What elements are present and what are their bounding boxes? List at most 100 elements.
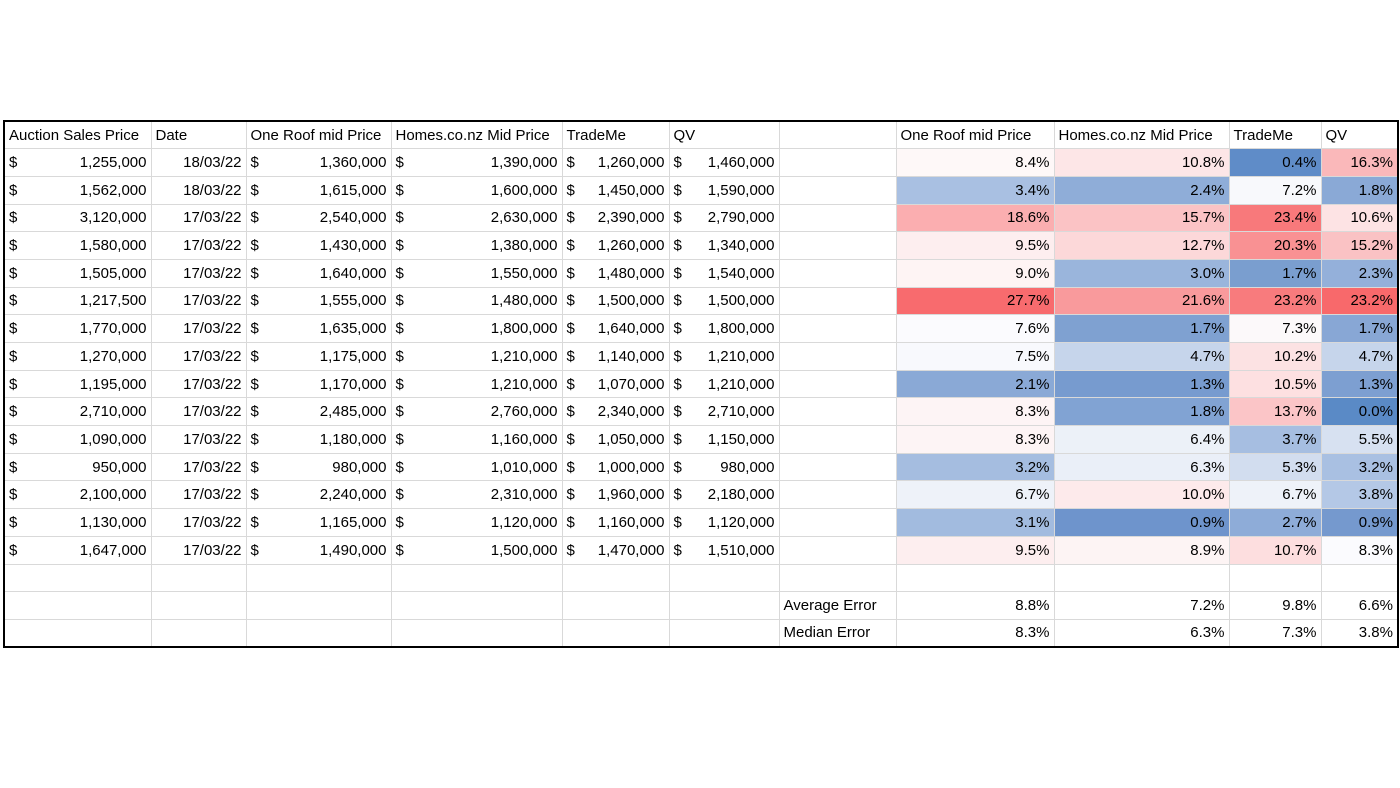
date-cell: 17/03/22 — [150, 231, 247, 260]
error-cell: 6.7% — [1228, 480, 1322, 510]
error-cell: 20.3% — [1228, 231, 1322, 260]
currency-sign: $ — [9, 430, 18, 448]
price: $1,210,000 — [674, 348, 775, 365]
price: $1,360,000 — [251, 154, 387, 171]
summary-label: Median Error — [778, 618, 897, 648]
amount: 1,120,000 — [490, 513, 558, 531]
currency-sign: $ — [250, 237, 259, 255]
price: $1,800,000 — [396, 320, 558, 337]
amount: 2,240,000 — [319, 486, 387, 504]
row: $2,100,000 17/03/22 $2,240,000 $2,310,000 $1… — [3, 480, 1399, 510]
currency-sign: $ — [395, 181, 404, 199]
error-cell: 1.7% — [1053, 314, 1230, 343]
currency-sign: $ — [566, 430, 575, 448]
row — [3, 563, 1399, 593]
summary-value: 8.8% — [895, 591, 1055, 620]
amount: 1,050,000 — [597, 430, 665, 448]
date-cell: 18/03/22 — [150, 175, 247, 205]
currency-sign: $ — [673, 154, 682, 172]
amount: 3,120,000 — [79, 209, 147, 227]
currency-sign: $ — [250, 486, 259, 504]
empty-cell — [3, 618, 152, 648]
price: $1,160,000 — [567, 514, 665, 531]
price-cell: $1,480,000 — [390, 286, 563, 316]
currency-sign: $ — [9, 320, 18, 338]
price: $2,790,000 — [674, 209, 775, 226]
price: $2,240,000 — [251, 486, 387, 503]
amount: 1,210,000 — [707, 375, 775, 393]
amount: 1,010,000 — [490, 458, 558, 476]
summary-value: 8.3% — [895, 618, 1055, 648]
error-cell: 10.5% — [1228, 369, 1322, 399]
currency-sign: $ — [250, 209, 259, 227]
price: $1,160,000 — [396, 431, 558, 448]
error-cell: 15.2% — [1320, 231, 1399, 260]
currency-sign: $ — [9, 403, 18, 421]
price: $2,540,000 — [251, 209, 387, 226]
price-cell: $1,340,000 — [668, 231, 780, 260]
amount: 1,800,000 — [707, 320, 775, 338]
error-cell: 8.3% — [1320, 535, 1399, 565]
column-header: QV — [1320, 120, 1399, 150]
currency-sign: $ — [250, 320, 259, 338]
error-cell: 27.7% — [895, 286, 1055, 316]
empty-cell — [778, 342, 897, 371]
date-cell: 17/03/22 — [150, 342, 247, 371]
error-cell: 3.1% — [895, 508, 1055, 537]
error-cell: 23.2% — [1320, 286, 1399, 316]
price-cell: $2,310,000 — [390, 480, 563, 510]
row: $1,647,000 17/03/22 $1,490,000 $1,500,000 $1… — [3, 535, 1399, 565]
empty-cell — [778, 148, 897, 177]
empty-cell — [668, 618, 780, 648]
price-cell: $1,510,000 — [668, 535, 780, 565]
currency-sign: $ — [566, 513, 575, 531]
price-cell: $2,630,000 — [390, 203, 563, 233]
price-cell: $1,260,000 — [561, 231, 670, 260]
currency-sign: $ — [673, 430, 682, 448]
column-header: Homes.co.nz Mid Price — [390, 120, 563, 150]
price-cell: $1,430,000 — [245, 231, 392, 260]
price-cell: $1,615,000 — [245, 175, 392, 205]
amount: 2,540,000 — [319, 209, 387, 227]
empty-cell — [778, 480, 897, 510]
amount: 1,600,000 — [490, 181, 558, 199]
empty-cell — [390, 591, 563, 620]
currency-sign: $ — [250, 264, 259, 282]
table-body: Auction Sales Price Date One Roof mid Pric… — [3, 120, 1399, 648]
empty-cell — [778, 175, 897, 205]
error-cell: 5.3% — [1228, 452, 1322, 482]
currency-sign: $ — [250, 154, 259, 172]
error-cell: 2.1% — [895, 369, 1055, 399]
error-cell: 9.0% — [895, 258, 1055, 288]
error-cell: 8.3% — [895, 425, 1055, 454]
empty-cell — [3, 563, 152, 593]
empty-cell — [150, 618, 247, 648]
summary-label: Average Error — [778, 591, 897, 620]
amount: 1,450,000 — [597, 181, 665, 199]
currency-sign: $ — [250, 347, 259, 365]
currency-sign: $ — [395, 264, 404, 282]
currency-sign: $ — [250, 541, 259, 559]
price: $1,600,000 — [396, 182, 558, 199]
price: $1,510,000 — [674, 542, 775, 559]
price: $2,710,000 — [9, 403, 147, 420]
currency-sign: $ — [9, 181, 18, 199]
price: $1,500,000 — [396, 542, 558, 559]
price: $1,800,000 — [674, 320, 775, 337]
amount: 2,340,000 — [597, 403, 665, 421]
price-cell: $2,790,000 — [668, 203, 780, 233]
column-header: Homes.co.nz Mid Price — [1053, 120, 1230, 150]
empty-cell — [3, 591, 152, 620]
price: $1,010,000 — [396, 459, 558, 476]
error-cell: 0.9% — [1320, 508, 1399, 537]
price-cell: $1,210,000 — [390, 369, 563, 399]
amount: 1,195,000 — [79, 375, 147, 393]
currency-sign: $ — [9, 458, 18, 476]
empty-cell — [778, 452, 897, 482]
price: $980,000 — [251, 459, 387, 476]
currency-sign: $ — [566, 458, 575, 476]
currency-sign: $ — [395, 209, 404, 227]
price-cell: $1,555,000 — [245, 286, 392, 316]
price-cell: $1,390,000 — [390, 148, 563, 177]
currency-sign: $ — [9, 264, 18, 282]
